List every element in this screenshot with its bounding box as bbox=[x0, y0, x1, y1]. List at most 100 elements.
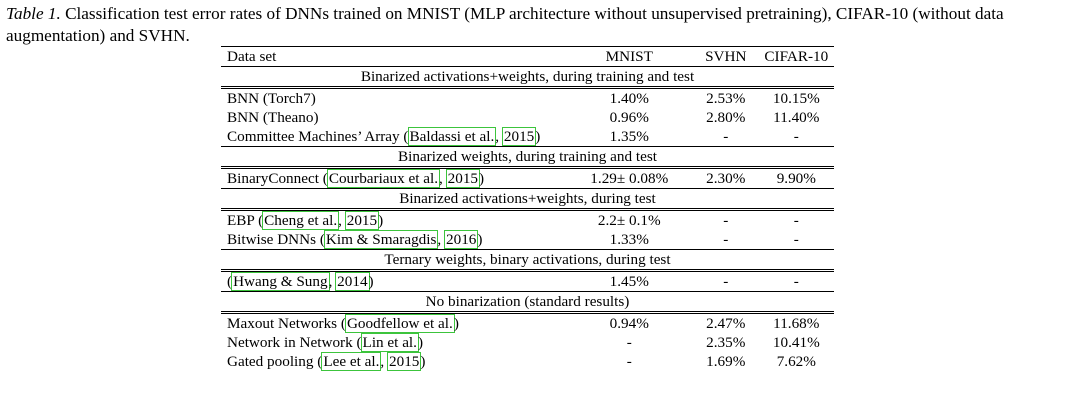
method-name: Gated pooling ( bbox=[227, 352, 323, 370]
citation-close-paren: ) bbox=[368, 272, 374, 290]
table-header-row: Data set MNIST SVHN CIFAR-10 bbox=[221, 46, 834, 67]
svhn-cell: 2.35% bbox=[706, 333, 746, 351]
svhn-cell: - bbox=[692, 269, 759, 292]
method-name: BNN (Theano) bbox=[227, 108, 319, 126]
citation-link[interactable]: Kim & Smaragdis bbox=[323, 229, 439, 249]
table-row: BNN (Torch7) 1.40% 2.53% 10.15% bbox=[221, 86, 834, 108]
citation-link[interactable]: Baldassi et al. bbox=[407, 126, 497, 146]
section-title: Binarized activations+weights, during te… bbox=[221, 188, 834, 210]
cifar10-cell: 11.68% bbox=[758, 311, 834, 333]
mnist-cell: 0.94% bbox=[565, 311, 693, 333]
mnist-cell: - bbox=[626, 333, 632, 351]
citation-link[interactable]: 2015 bbox=[445, 168, 481, 188]
method-name: Bitwise DNNs ( bbox=[227, 230, 325, 248]
citation-link[interactable]: Lin et al. bbox=[360, 332, 419, 352]
cifar10-cell: - bbox=[758, 208, 834, 230]
method-cell: Maxout Networks (Goodfellow et al.) bbox=[221, 311, 566, 333]
citation-link[interactable]: 2015 bbox=[387, 351, 422, 371]
svhn-cell: - bbox=[692, 208, 759, 230]
cifar10-cell: - bbox=[758, 269, 834, 292]
table-row: BinaryConnect (Courbariaux et al., 2015)… bbox=[221, 166, 834, 189]
caption-text: Classification test error rates of DNNs … bbox=[6, 4, 1004, 45]
table-row: Committee Machines’ Array (Baldassi et a… bbox=[221, 126, 834, 147]
citation-close-paren: ) bbox=[453, 314, 459, 332]
method-name: EBP ( bbox=[227, 211, 264, 229]
header-svhn: SVHN bbox=[692, 46, 759, 67]
citation-link[interactable]: Cheng et al. bbox=[262, 210, 340, 230]
cifar10-cell: - bbox=[793, 127, 799, 145]
citation-link[interactable]: 2014 bbox=[335, 271, 370, 291]
method-name: Network in Network ( bbox=[227, 333, 362, 351]
section-row: Binarized weights, during training and t… bbox=[221, 146, 834, 168]
citation-close-paren: ) bbox=[417, 333, 424, 351]
method-cell: Gated pooling (Lee et al., 2015) bbox=[227, 351, 426, 371]
mnist-cell: 1.40% bbox=[565, 86, 693, 108]
table-row: (Hwang & Sung, 2014) 1.45% - - bbox=[221, 269, 834, 292]
table-row: Maxout Networks (Goodfellow et al.) 0.94%… bbox=[221, 311, 834, 333]
table-body: Binarized activations+weights, during tr… bbox=[221, 66, 834, 372]
cifar10-cell: 9.90% bbox=[758, 166, 834, 189]
method-name: BNN (Torch7) bbox=[227, 89, 316, 107]
method-name: Committee Machines’ Array ( bbox=[227, 127, 409, 145]
method-name: ( bbox=[227, 272, 233, 290]
method-cell: BinaryConnect (Courbariaux et al., 2015) bbox=[221, 166, 566, 189]
method-cell: EBP (Cheng et al., 2015) bbox=[221, 208, 566, 230]
method-name: BinaryConnect ( bbox=[227, 169, 328, 187]
mnist-cell: 1.45% bbox=[565, 269, 693, 292]
cifar10-cell: 11.40% bbox=[773, 108, 820, 126]
table-caption: Table 1. Classification test error rates… bbox=[6, 3, 1066, 47]
table-row: Network in Network (Lin et al.) - 2.35% 10.… bbox=[221, 332, 834, 352]
citation-link[interactable]: Goodfellow et al. bbox=[344, 313, 455, 333]
citation-link[interactable]: 2016 bbox=[444, 229, 479, 249]
header-dataset: Data set bbox=[221, 46, 566, 67]
citation-close-paren: ) bbox=[378, 211, 384, 229]
citation-close-paren: ) bbox=[477, 230, 483, 248]
svhn-cell: - bbox=[723, 127, 729, 145]
method-cell: (Hwang & Sung, 2014) bbox=[221, 269, 566, 292]
section-title: No binarization (standard results) bbox=[221, 291, 834, 313]
table-row: BNN (Theano) 0.96% 2.80% 11.40% bbox=[221, 108, 834, 127]
cifar10-cell: 7.62% bbox=[776, 352, 816, 370]
citation-link[interactable]: Lee et al. bbox=[321, 351, 382, 371]
method-cell: Network in Network (Lin et al.) bbox=[221, 332, 566, 352]
mnist-cell: 1.33% bbox=[609, 230, 649, 248]
section-row: Binarized activations+weights, during tr… bbox=[221, 66, 834, 88]
svhn-cell: 2.53% bbox=[692, 86, 759, 108]
svhn-cell: 1.69% bbox=[706, 352, 746, 370]
svhn-cell: 2.80% bbox=[706, 108, 746, 126]
method-cell: Bitwise DNNs (Kim & Smaragdis, 2016) bbox=[227, 229, 483, 249]
cifar10-cell: 10.15% bbox=[758, 86, 834, 108]
svhn-cell: - bbox=[723, 230, 729, 248]
section-row: Binarized activations+weights, during te… bbox=[221, 188, 834, 210]
table-row: EBP (Cheng et al., 2015) 2.2± 0.1% - - bbox=[221, 208, 834, 230]
method-cell: Committee Machines’ Array (Baldassi et a… bbox=[227, 126, 541, 146]
cifar10-cell: 10.41% bbox=[772, 333, 820, 351]
section-row: No binarization (standard results) bbox=[221, 291, 834, 313]
results-table: Data set MNIST SVHN CIFAR-10 Binarized a… bbox=[221, 46, 834, 371]
svhn-cell: 2.30% bbox=[692, 166, 759, 189]
mnist-cell: 0.96% bbox=[609, 108, 649, 126]
citation-link[interactable]: 2015 bbox=[344, 210, 380, 230]
citation-close-paren: ) bbox=[420, 352, 426, 370]
mnist-cell: 1.35% bbox=[609, 127, 649, 145]
citation-link[interactable]: 2015 bbox=[501, 126, 537, 146]
table-row: Gated pooling (Lee et al., 2015) - 1.69% 7.… bbox=[221, 351, 834, 371]
citation-link[interactable]: Hwang & Sung bbox=[231, 271, 330, 291]
method-name: Maxout Networks ( bbox=[227, 314, 346, 332]
mnist-cell: - bbox=[626, 352, 632, 370]
table-row: Bitwise DNNs (Kim & Smaragdis, 2016) 1.33… bbox=[221, 229, 834, 250]
citation-link[interactable]: Courbariaux et al. bbox=[326, 168, 441, 188]
section-title: Binarized activations+weights, during tr… bbox=[221, 66, 834, 88]
method-cell: BNN (Torch7) bbox=[221, 86, 566, 108]
section-title: Ternary weights, binary activations, dur… bbox=[221, 249, 834, 271]
citation-close-paren: ) bbox=[535, 127, 541, 145]
caption-label: Table 1. bbox=[6, 4, 61, 23]
header-cifar10: CIFAR-10 bbox=[758, 46, 834, 67]
section-row: Ternary weights, binary activations, dur… bbox=[221, 249, 834, 271]
section-title: Binarized weights, during training and t… bbox=[221, 146, 834, 168]
cifar10-cell: - bbox=[793, 230, 799, 248]
header-mnist: MNIST bbox=[565, 46, 693, 67]
mnist-cell: 2.2± 0.1% bbox=[565, 208, 693, 230]
mnist-cell: 1.29± 0.08% bbox=[565, 166, 693, 189]
method-cell: BNN (Theano) bbox=[221, 108, 566, 127]
